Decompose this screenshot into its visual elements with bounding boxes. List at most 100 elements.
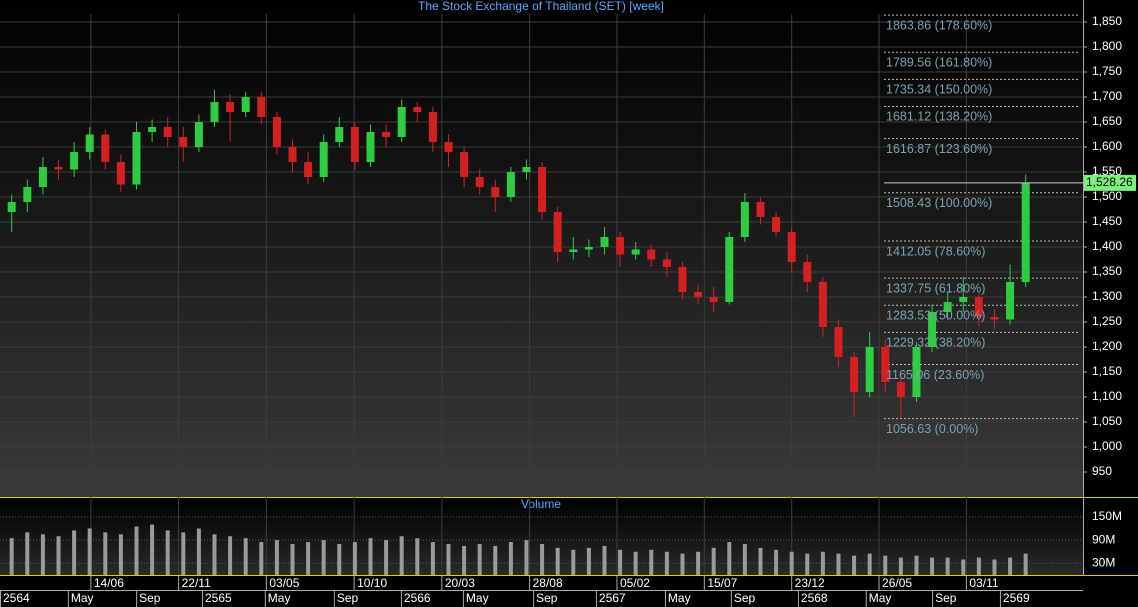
candle-body [553, 212, 562, 252]
y-tick-label: 1,750 [1092, 64, 1122, 78]
volume-bar [727, 542, 732, 575]
x-tick-label: 2567 [599, 591, 626, 605]
y-tick-label: 1,150 [1092, 364, 1122, 378]
y-tick-label: 1,300 [1092, 289, 1122, 303]
fib-label: 1165.06 (23.60%) [886, 368, 984, 382]
y-tick-label: 1,650 [1092, 114, 1122, 128]
candle-body [569, 249, 578, 252]
y-tick-label: 1,100 [1092, 389, 1122, 403]
volume-bar [836, 553, 841, 575]
volume-bar [586, 547, 591, 575]
candle-body [647, 249, 656, 260]
candle-body [756, 202, 765, 217]
volume-bar [852, 555, 857, 575]
volume-bar [165, 530, 170, 575]
volume-bar [118, 534, 123, 575]
y-tick-label: 1,050 [1092, 414, 1122, 428]
x-tick-label: May [466, 591, 489, 605]
fib-label: 1283.53 (50.00%) [886, 309, 985, 323]
volume-bar [649, 549, 654, 575]
volume-bar [555, 547, 560, 575]
candle-body [584, 247, 593, 250]
y-tick-label: 1,250 [1092, 314, 1122, 328]
fib-label: 1616.87 (123.60%) [886, 142, 992, 156]
x-tick-label: 2569 [1003, 591, 1030, 605]
candle-body [179, 137, 188, 147]
volume-bar [384, 540, 389, 575]
volume-bar [742, 544, 747, 575]
x-tick-label: 15/07 [707, 576, 737, 590]
x-tick-label: 14/06 [94, 576, 124, 590]
volume-bar [540, 544, 545, 575]
x-tick-label: Sep [734, 591, 756, 605]
candle-body [506, 172, 515, 197]
candle-body [1021, 182, 1030, 282]
volume-bar [306, 542, 311, 575]
x-tick-label: May [869, 591, 892, 605]
volume-bar [290, 544, 295, 575]
x-tick-label: 22/11 [182, 576, 211, 590]
candle-body [600, 237, 609, 247]
volume-bar [493, 545, 498, 575]
volume-bar [9, 538, 14, 575]
volume-bar [415, 538, 420, 575]
candle-body [616, 237, 625, 255]
candle-body [241, 97, 250, 112]
y-tick-label: 1,400 [1092, 239, 1122, 253]
price-panel [0, 0, 1083, 497]
volume-bar [664, 551, 669, 575]
fib-label: 1681.12 (138.20%) [886, 110, 992, 124]
chart-title: The Stock Exchange of Thailand (SET) [we… [418, 0, 664, 13]
x-tick-label: 28/08 [533, 576, 563, 590]
candle-body [928, 312, 937, 347]
y-tick-label: 1,700 [1092, 89, 1122, 103]
fib-label: 1508.43 (100.00%) [886, 196, 992, 210]
volume-bar [337, 544, 342, 575]
volume-title: Volume [521, 497, 561, 511]
candle-body [803, 262, 812, 282]
y-tick-label: 1,200 [1092, 339, 1122, 353]
candle-body [85, 134, 94, 152]
x-tick-label: Sep [536, 591, 558, 605]
volume-bar [134, 526, 139, 575]
volume-bar [150, 524, 155, 575]
volume-bar [25, 532, 30, 575]
volume-bar [87, 528, 92, 575]
x-tick-label: 05/02 [620, 576, 650, 590]
candle-body [740, 202, 749, 237]
volume-bar [352, 542, 357, 575]
candle-body [210, 102, 219, 122]
volume-bar [196, 528, 201, 575]
volume-bar [228, 536, 233, 575]
fib-label: 1056.63 (0.00%) [886, 422, 978, 436]
volume-bar [820, 551, 825, 575]
candle-body [865, 347, 874, 392]
candle-body [772, 217, 781, 232]
candle-body [428, 112, 437, 142]
candle-body [678, 267, 687, 292]
y-tick-label: 1,000 [1092, 439, 1122, 453]
candle-body [912, 347, 921, 397]
candle-body [491, 187, 500, 197]
y-tick-label: 1,350 [1092, 264, 1122, 278]
candle-body [522, 167, 531, 172]
volume-bar [181, 532, 186, 575]
candle-body [475, 177, 484, 187]
x-tick-label: Sep [139, 591, 161, 605]
volume-bar [633, 551, 638, 575]
volume-bar [789, 551, 794, 575]
volume-bar [945, 557, 950, 575]
candle-body [631, 249, 640, 255]
volume-bar [1023, 553, 1028, 575]
y-tick-label: 950 [1092, 464, 1112, 478]
volume-bar [477, 544, 482, 575]
candle-body [163, 127, 172, 137]
candle-body [288, 147, 297, 162]
volume-bar [680, 553, 685, 575]
volume-bar [103, 532, 108, 575]
candle-body [132, 132, 141, 185]
candle-body [943, 302, 952, 312]
volume-bar [72, 530, 77, 575]
volume-bar [571, 549, 576, 575]
